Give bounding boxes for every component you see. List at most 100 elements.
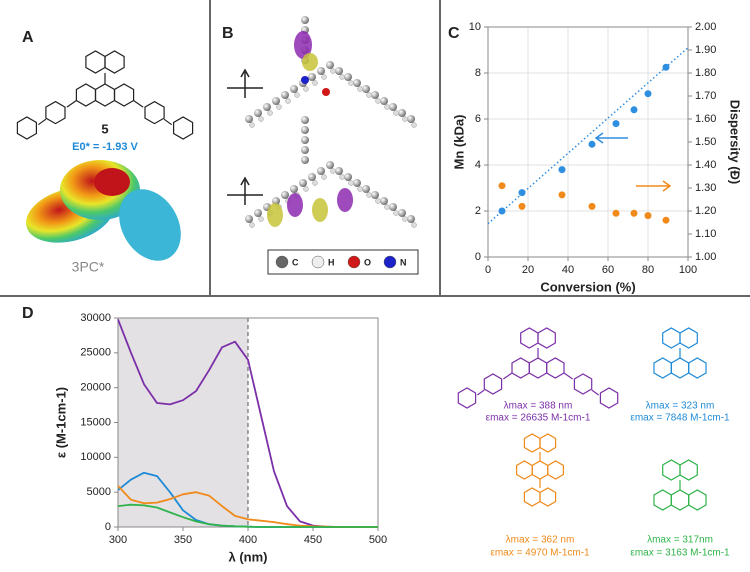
x-tick-label: 0	[485, 264, 491, 276]
atom	[335, 67, 343, 75]
ring	[539, 433, 557, 453]
legend-label: H	[328, 257, 335, 267]
y-tick-label: 30000	[80, 312, 111, 324]
bond	[66, 100, 77, 108]
atom	[294, 92, 300, 98]
ring	[520, 327, 539, 349]
atom	[312, 180, 318, 186]
atom	[335, 167, 343, 175]
epsilon-max: εmax = 4970 M-1cm-1	[490, 548, 590, 559]
lambda-max: λmax = 362 nm	[506, 535, 575, 546]
panel-label: D	[22, 305, 34, 322]
ring	[688, 357, 707, 379]
atom	[301, 116, 309, 124]
ring	[523, 487, 541, 507]
data-point	[558, 191, 566, 199]
state-label: 3PC*	[72, 259, 105, 275]
atom	[402, 116, 408, 122]
atom	[301, 156, 309, 164]
x-tick-label: 60	[602, 264, 614, 276]
ring	[599, 387, 619, 409]
ring	[528, 357, 548, 379]
data-point	[662, 63, 670, 71]
ring	[457, 387, 477, 409]
atom	[366, 92, 372, 98]
atom	[344, 73, 352, 81]
y-tick-label: 0	[475, 251, 481, 263]
atom	[249, 222, 255, 228]
y-tick-label: 25000	[80, 347, 111, 359]
bond	[163, 118, 173, 126]
atom	[317, 167, 325, 175]
atom	[285, 98, 291, 104]
atom	[389, 103, 397, 111]
ring	[144, 100, 165, 125]
atom	[272, 97, 280, 105]
ring	[679, 327, 698, 349]
atom	[258, 216, 264, 222]
y2-tick-label: 1.00	[695, 251, 716, 263]
atom	[398, 209, 406, 217]
atom	[357, 186, 363, 192]
data-point	[662, 216, 670, 224]
data-point	[612, 209, 620, 217]
y2-tick-label: 1.60	[695, 113, 716, 125]
y2-tick-label: 1.70	[695, 90, 716, 102]
atom	[353, 79, 361, 87]
atom	[375, 98, 381, 104]
ring	[539, 487, 557, 507]
ring	[679, 459, 698, 481]
ring	[653, 489, 672, 511]
legend-label: C	[292, 257, 299, 267]
atom	[308, 173, 316, 181]
orbital-lobe	[294, 31, 312, 59]
ring	[515, 460, 533, 480]
atom	[254, 109, 262, 117]
y2-tick-label: 1.20	[695, 205, 716, 217]
atom	[362, 185, 370, 193]
atom	[245, 215, 253, 223]
atom	[258, 116, 264, 122]
spectrum-line	[117, 503, 378, 528]
atom	[281, 91, 289, 99]
atom	[411, 122, 417, 128]
atom	[308, 73, 316, 81]
epsilon-max: εmax = 26635 M-1cm-1	[486, 413, 591, 424]
x-tick-label: 400	[239, 534, 257, 546]
orbital-lobe	[312, 198, 328, 222]
atom	[249, 122, 255, 128]
y-tick-label: 15000	[80, 416, 111, 428]
y-axis-label: ε (M-1cm-1)	[53, 387, 68, 458]
bond	[563, 372, 573, 380]
orbital-lobe	[267, 203, 283, 227]
ring	[45, 100, 66, 125]
trend-line	[487, 47, 689, 225]
atom	[301, 146, 309, 154]
ring	[85, 50, 106, 74]
x-tick-label: 100	[679, 264, 697, 276]
atom	[263, 103, 271, 111]
potential: E0* = -1.93 V	[72, 141, 138, 153]
y-tick-label: 10	[469, 21, 481, 33]
y-tick-label: 6	[475, 113, 481, 125]
ring	[688, 489, 707, 511]
ring	[94, 83, 116, 107]
bond	[503, 372, 513, 380]
atom	[245, 115, 253, 123]
atom	[389, 203, 397, 211]
panel-label: B	[222, 25, 234, 42]
compound-number: 5	[101, 121, 108, 136]
legend-label: N	[400, 257, 407, 267]
x-tick-label: 40	[562, 264, 574, 276]
y2-tick-label: 1.40	[695, 159, 716, 171]
data-point	[644, 90, 652, 98]
atom	[321, 74, 327, 80]
epsilon-max: εmax = 7848 M-1cm-1	[630, 413, 730, 424]
lambda-max: λmax = 388 nm	[504, 401, 573, 412]
data-point	[612, 120, 620, 128]
bond	[477, 389, 485, 396]
x-tick-label: 500	[369, 534, 387, 546]
atom	[348, 80, 354, 86]
y-axis-label: Mn (kDa)	[451, 115, 466, 170]
